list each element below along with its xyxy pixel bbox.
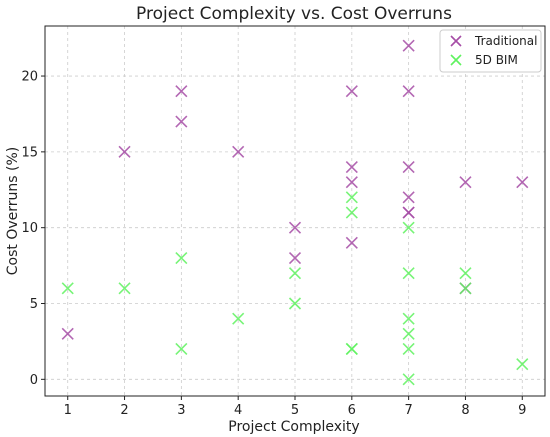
legend-box [439, 29, 542, 73]
data-point [402, 160, 415, 174]
data-point [175, 342, 188, 356]
data-point [402, 206, 415, 219]
data-point [175, 115, 188, 128]
y-tick-label: 0 [30, 373, 38, 388]
data-point [402, 342, 415, 356]
x-tick-label: 4 [234, 403, 242, 418]
data-point [288, 267, 302, 280]
data-point [459, 176, 472, 189]
data-point [345, 160, 358, 174]
y-tick-label: 20 [21, 70, 38, 85]
data-point [288, 251, 302, 265]
legend-marker [450, 35, 462, 47]
y-tick-label: 5 [30, 297, 38, 312]
x-tick-label: 3 [177, 403, 185, 418]
x-tick-label: 7 [404, 403, 412, 418]
data-point [288, 221, 302, 234]
axis-ticks: 1 2 3 4 5 6 7 8 9 0 5 10 15 20 [21, 70, 526, 418]
x-tick-label: 8 [461, 403, 469, 418]
data-point [232, 145, 245, 158]
x-tick-label: 2 [120, 403, 128, 418]
x-tick-label: 6 [348, 403, 356, 418]
data-point [459, 267, 472, 280]
data-point [516, 358, 529, 371]
data-point [402, 39, 415, 52]
data-point [61, 327, 74, 340]
data-point [232, 312, 245, 325]
legend-entry: 5D BIM [475, 53, 518, 67]
grid-lines [45, 26, 545, 396]
chart-title: Project Complexity vs. Cost Overruns [136, 4, 452, 24]
x-tick-label: 1 [64, 403, 72, 418]
series-5d-bim [61, 191, 529, 386]
data-point [288, 297, 302, 310]
y-tick-label: 15 [21, 145, 38, 160]
data-point [345, 176, 358, 189]
data-point [345, 191, 358, 204]
data-point [118, 145, 131, 158]
data-point [175, 251, 188, 265]
y-tick-label: 10 [21, 221, 38, 236]
data-point [175, 85, 188, 98]
data-point [118, 282, 131, 295]
data-point [402, 191, 415, 204]
data-point [402, 327, 415, 340]
x-tick-label: 5 [291, 403, 299, 418]
data-point [345, 342, 358, 356]
data-point [402, 312, 415, 325]
data-points [61, 39, 529, 386]
data-point [345, 206, 358, 219]
x-tick-label: 9 [518, 403, 526, 418]
series-traditional [61, 39, 529, 340]
data-point [402, 221, 415, 234]
y-axis-label: Cost Overruns (%) [5, 147, 21, 275]
data-point [402, 267, 415, 280]
legend-entry: Traditional [474, 34, 537, 48]
x-axis-label: Project Complexity [228, 419, 359, 435]
data-point [402, 373, 415, 386]
data-point [459, 282, 472, 295]
data-point [516, 176, 529, 189]
legend: Traditional 5D BIM [439, 29, 542, 73]
data-point [345, 236, 358, 249]
data-point [61, 282, 74, 295]
data-point [402, 85, 415, 98]
legend-marker [450, 54, 462, 66]
data-point [345, 85, 358, 98]
